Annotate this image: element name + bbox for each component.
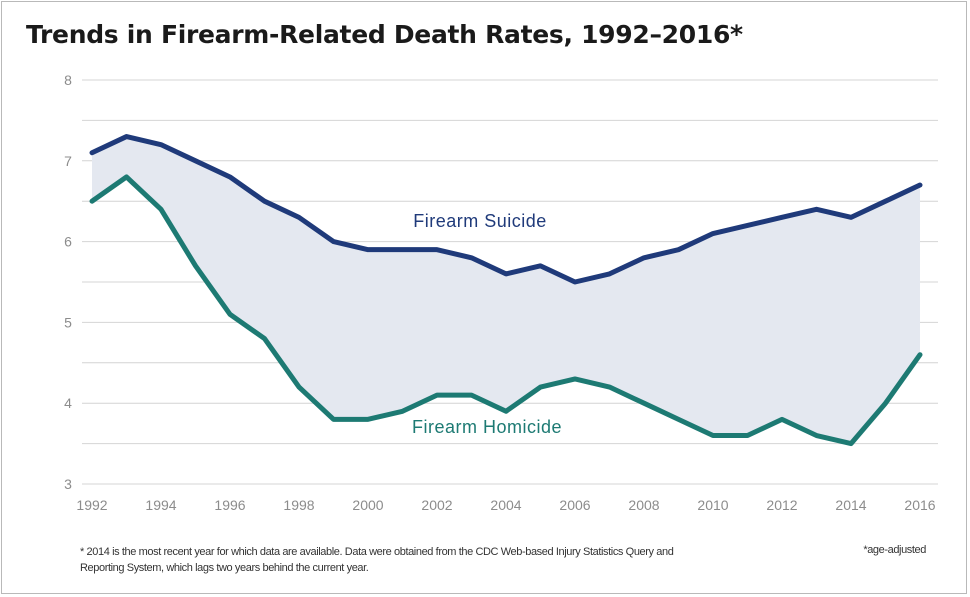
x-tick-label: 2002 — [421, 497, 452, 513]
x-tick-label: 1998 — [283, 497, 314, 513]
x-tick-label: 1996 — [214, 497, 245, 513]
y-tick-label: 4 — [64, 395, 72, 411]
series-lines — [89, 134, 923, 447]
x-tick-label: 2012 — [766, 497, 797, 513]
x-tick-label: 2016 — [904, 497, 935, 513]
area-between-series — [92, 136, 920, 444]
footnote: * 2014 is the most recent year for which… — [80, 546, 674, 574]
x-tick-label: 1992 — [76, 497, 107, 513]
age-adjusted-note: *age-adjusted — [863, 544, 926, 556]
y-tick-label: 6 — [64, 234, 72, 250]
x-axis-ticks: 1992 1994 1996 1998 2000 2002 2004 2006 2008 2010… — [76, 497, 935, 513]
series-label-suicide: Firearm Suicide — [413, 211, 547, 231]
x-tick-label: 2004 — [490, 497, 521, 513]
x-tick-label: 2006 — [559, 497, 590, 513]
chart-title: Trends in Firearm-Related Death Rates, 1… — [26, 20, 743, 49]
x-tick-label: 2000 — [352, 497, 383, 513]
series-line-suicide — [89, 134, 923, 285]
y-axis-ticks: 3 4 5 6 7 8 — [64, 72, 72, 492]
y-tick-label: 8 — [64, 72, 72, 88]
x-tick-label: 2010 — [697, 497, 728, 513]
x-tick-label: 2014 — [835, 497, 866, 513]
y-tick-label: 5 — [64, 314, 72, 330]
area-between-series-fill — [92, 136, 920, 444]
x-tick-label: 2008 — [628, 497, 659, 513]
series-label-homicide: Firearm Homicide — [412, 417, 562, 437]
series-line-homicide — [89, 174, 923, 447]
y-tick-label: 7 — [64, 153, 72, 169]
x-tick-label: 1994 — [145, 497, 176, 513]
y-tick-label: 3 — [64, 476, 72, 492]
